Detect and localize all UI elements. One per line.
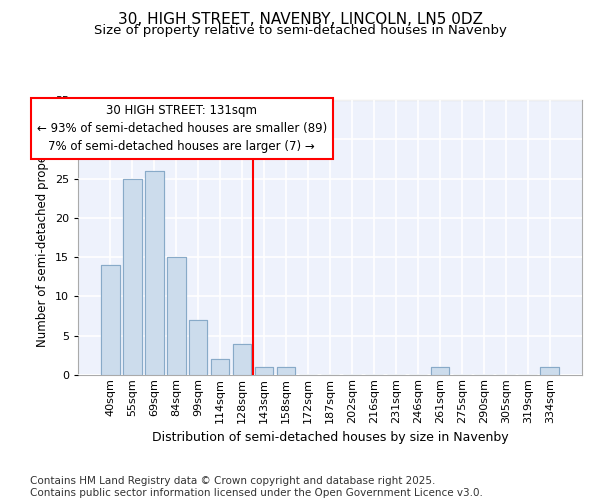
Bar	[167, 257, 185, 375]
Bar	[255, 367, 274, 375]
Bar	[431, 367, 449, 375]
Bar	[233, 344, 251, 375]
Bar	[211, 360, 229, 375]
Bar	[211, 360, 229, 375]
Bar	[277, 367, 295, 375]
Bar	[145, 170, 164, 375]
Bar	[189, 320, 208, 375]
Bar	[101, 265, 119, 375]
Bar	[101, 265, 119, 375]
Bar	[167, 257, 185, 375]
Text: Contains HM Land Registry data © Crown copyright and database right 2025.
Contai: Contains HM Land Registry data © Crown c…	[30, 476, 483, 498]
Bar	[145, 170, 164, 375]
Bar	[277, 367, 295, 375]
Bar	[123, 178, 142, 375]
X-axis label: Distribution of semi-detached houses by size in Navenby: Distribution of semi-detached houses by …	[152, 431, 508, 444]
Bar	[541, 367, 559, 375]
Y-axis label: Number of semi-detached properties: Number of semi-detached properties	[36, 128, 49, 347]
Bar	[431, 367, 449, 375]
Bar	[541, 367, 559, 375]
Bar	[233, 344, 251, 375]
Bar	[189, 320, 208, 375]
Text: Size of property relative to semi-detached houses in Navenby: Size of property relative to semi-detach…	[94, 24, 506, 37]
Text: 30 HIGH STREET: 131sqm
← 93% of semi-detached houses are smaller (89)
7% of semi: 30 HIGH STREET: 131sqm ← 93% of semi-det…	[37, 104, 327, 153]
Bar	[255, 367, 274, 375]
Text: 30, HIGH STREET, NAVENBY, LINCOLN, LN5 0DZ: 30, HIGH STREET, NAVENBY, LINCOLN, LN5 0…	[118, 12, 482, 28]
Bar	[123, 178, 142, 375]
